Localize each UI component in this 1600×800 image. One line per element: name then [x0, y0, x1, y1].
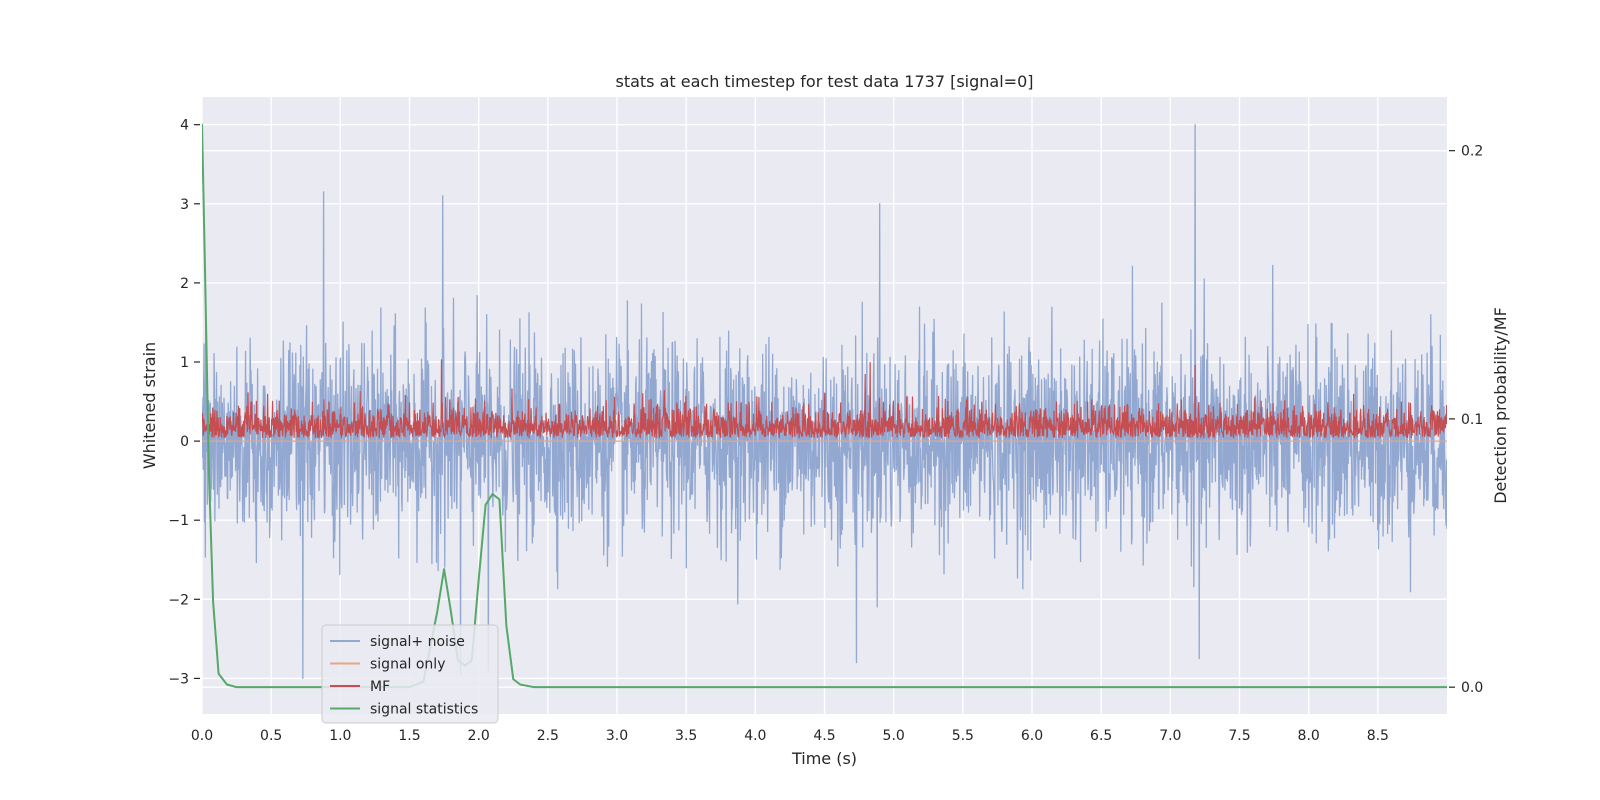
- y-tick-label: 1: [180, 355, 189, 371]
- y2-tick-label: 0.2: [1461, 144, 1483, 160]
- x-tick-label: 7.0: [1159, 728, 1181, 744]
- y-tick-label: −2: [168, 592, 189, 608]
- x-tick-label: 3.5: [675, 728, 697, 744]
- y-tick-label: −3: [168, 671, 189, 687]
- x-tick-label: 6.5: [1090, 728, 1112, 744]
- x-tick-label: 0.0: [191, 728, 213, 744]
- x-tick-label: 4.0: [744, 728, 766, 744]
- x-tick-label: 2.0: [468, 728, 490, 744]
- x-tick-label: 1.0: [329, 728, 351, 744]
- x-tick-label: 4.5: [813, 728, 835, 744]
- x-tick-label: 8.5: [1367, 728, 1389, 744]
- chart-title: stats at each timestep for test data 173…: [615, 72, 1033, 91]
- legend-label: signal statistics: [370, 702, 478, 718]
- legend-entry: MF: [330, 679, 390, 695]
- x-tick-label: 8.0: [1298, 728, 1320, 744]
- legend: signal+ noise signal only MF signal statist…: [321, 624, 499, 724]
- x-tick-label: 6.0: [1021, 728, 1043, 744]
- y2-tick-label: 0.1: [1461, 412, 1483, 428]
- x-tick-label: 1.5: [398, 728, 420, 744]
- y-tick-label: 2: [180, 276, 189, 292]
- series-line-mf: [202, 359, 1447, 439]
- y-tick-label: −1: [168, 513, 189, 529]
- y2-tick-label: 0.0: [1461, 680, 1483, 696]
- legend-entry: signal statistics: [330, 702, 478, 718]
- x-tick-label: 7.5: [1228, 728, 1250, 744]
- x-axis-title: Time (s): [791, 749, 857, 768]
- x-tick-label: 2.5: [537, 728, 559, 744]
- legend-entry: signal+ noise: [330, 634, 465, 650]
- x-tick-label: 3.0: [606, 728, 628, 744]
- x-tick-label: 5.5: [952, 728, 974, 744]
- y-tick-label: 0: [180, 434, 189, 450]
- axes: 0.0 0.5 1.0 1.5 2.0 2.5 3.0 3.5 4.0 4.5 5.0 5.5 6.0 6…: [168, 118, 1483, 744]
- legend-box: [321, 624, 499, 724]
- legend-label: signal only: [370, 657, 445, 673]
- legend-label: signal+ noise: [370, 634, 465, 650]
- y-axis-title: Whitened strain: [140, 342, 159, 469]
- x-tick-label: 0.5: [260, 728, 282, 744]
- legend-label: MF: [370, 679, 390, 695]
- legend-entry: signal only: [330, 657, 445, 673]
- y2-axis-title: Detection probability/MF: [1491, 307, 1510, 504]
- x-tick-label: 5.0: [883, 728, 905, 744]
- y-tick-label: 4: [180, 118, 189, 134]
- y-tick-label: 3: [180, 197, 189, 213]
